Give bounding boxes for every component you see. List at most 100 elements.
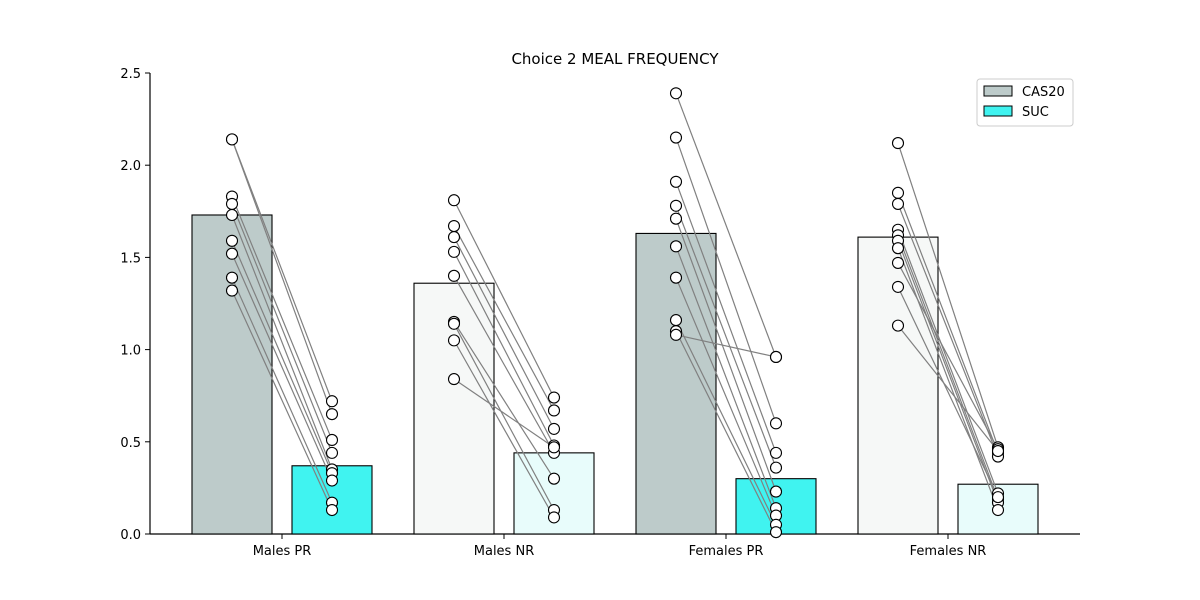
- legend-swatch-suc: [983, 105, 1013, 117]
- point-cas20: [891, 137, 905, 150]
- paired-line: [675, 319, 777, 526]
- paired-lines: [231, 93, 999, 533]
- point-suc: [769, 350, 783, 364]
- point-cas20: [891, 280, 905, 293]
- paired-line: [897, 229, 999, 494]
- legend-label-suc: SUC: [1022, 105, 1049, 120]
- axes: 0.0 0.5 1.0 1.5 2.0 2.5 Males PR Males NR Female…: [120, 67, 1080, 559]
- y-tick-label: 0.5: [120, 436, 141, 451]
- paired-line: [675, 218, 777, 492]
- point-suc: [769, 485, 783, 498]
- paired-line: [453, 236, 555, 430]
- point-cas20: [669, 212, 683, 225]
- paired-line: [453, 225, 555, 411]
- point-suc: [547, 441, 561, 454]
- paired-line: [897, 142, 999, 448]
- paired-line: [231, 240, 333, 474]
- paired-line: [675, 330, 777, 533]
- point-cas20: [447, 231, 461, 244]
- point-cas20: [225, 271, 239, 284]
- point-suc: [325, 433, 339, 447]
- y-tick-label: 1.5: [120, 251, 141, 266]
- paired-line: [897, 240, 999, 503]
- paired-line: [231, 277, 333, 503]
- x-tick-label: Females PR: [689, 544, 764, 559]
- data-points: [225, 87, 1005, 539]
- paired-line: [231, 139, 333, 402]
- paired-line: [231, 196, 333, 441]
- point-suc: [991, 444, 1005, 458]
- paired-line: [453, 199, 555, 398]
- point-cas20: [669, 131, 683, 144]
- point-cas20: [225, 197, 239, 210]
- point-cas20: [891, 242, 905, 255]
- point-cas20: [669, 328, 683, 341]
- point-cas20: [891, 256, 905, 269]
- point-suc: [769, 526, 783, 539]
- point-cas20: [447, 317, 461, 330]
- point-suc: [547, 422, 561, 435]
- bar-cas20: [191, 214, 273, 535]
- paired-line: [675, 93, 777, 358]
- point-suc: [547, 391, 561, 404]
- paired-line: [675, 181, 777, 454]
- point-suc: [769, 417, 783, 430]
- point-suc: [325, 446, 339, 459]
- y-tick-label: 2.5: [120, 67, 141, 82]
- point-suc: [547, 511, 561, 524]
- paired-line: [453, 323, 555, 511]
- paired-line: [231, 139, 333, 415]
- legend-swatch-cas20: [983, 85, 1013, 97]
- point-suc: [325, 395, 339, 408]
- legend: CAS20 SUC: [976, 78, 1074, 127]
- paired-line: [453, 321, 555, 480]
- point-cas20: [669, 271, 683, 284]
- point-suc: [991, 491, 1005, 504]
- point-suc: [325, 474, 339, 487]
- y-tick-label: 2.0: [120, 159, 141, 174]
- paired-line: [453, 378, 555, 448]
- point-suc: [769, 461, 783, 474]
- point-cas20: [225, 247, 239, 260]
- point-suc: [547, 404, 561, 417]
- paired-line: [897, 235, 999, 500]
- point-cas20: [447, 220, 461, 233]
- point-cas20: [891, 186, 905, 199]
- paired-line: [453, 251, 555, 446]
- paired-line: [897, 203, 999, 457]
- point-cas20: [669, 87, 683, 100]
- paired-line: [675, 277, 777, 516]
- point-cas20: [669, 314, 683, 327]
- point-cas20: [891, 197, 905, 210]
- paired-line: [897, 262, 999, 450]
- paired-line: [675, 334, 777, 358]
- point-cas20: [669, 240, 683, 253]
- chart-title: Choice 2 MEAL FREQUENCY: [511, 50, 719, 68]
- point-suc: [325, 408, 339, 421]
- x-tick-label: Females NR: [910, 544, 987, 559]
- point-suc: [769, 446, 783, 459]
- paired-line: [231, 253, 333, 481]
- paired-line: [231, 203, 333, 454]
- paired-line: [453, 275, 555, 454]
- paired-line: [231, 214, 333, 470]
- point-cas20: [225, 133, 239, 146]
- paired-line: [897, 325, 999, 452]
- x-tick-label: Males NR: [474, 544, 534, 559]
- y-tick-label: 1.0: [120, 344, 141, 359]
- point-suc: [991, 503, 1005, 517]
- paired-line: [675, 246, 777, 509]
- point-suc: [325, 503, 339, 517]
- point-cas20: [447, 269, 461, 282]
- paired-line: [897, 286, 999, 498]
- point-suc: [547, 472, 561, 485]
- point-cas20: [447, 334, 461, 347]
- point-cas20: [447, 194, 461, 207]
- point-cas20: [447, 373, 461, 386]
- point-cas20: [225, 234, 239, 247]
- paired-line: [675, 205, 777, 468]
- y-tick-label: 0.0: [120, 528, 141, 543]
- paired-line: [897, 192, 999, 454]
- paired-line: [675, 137, 777, 424]
